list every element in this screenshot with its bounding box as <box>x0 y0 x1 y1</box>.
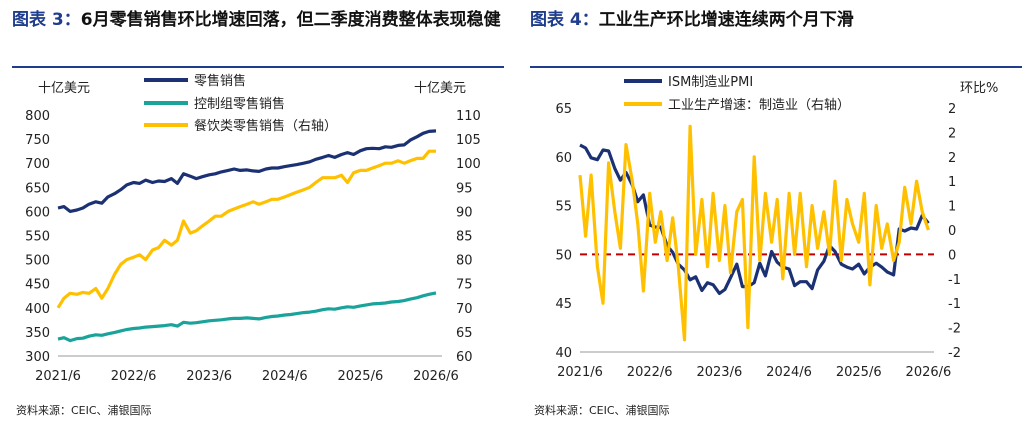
right-axis-unit: 十亿美元 <box>414 81 466 96</box>
y-right-tick-label: 1 <box>948 175 956 190</box>
y-left-tick-label: 300 <box>25 350 50 365</box>
y-left-tick-label: 45 <box>555 297 572 312</box>
x-tick-label: 2023/6 <box>696 365 742 380</box>
legend-label: 零售销售 <box>194 73 246 89</box>
title-text: 6月零售销售环比增速回落，但二季度消费整体表现稳健 <box>80 10 501 30</box>
x-tick-label: 2025/6 <box>337 369 383 384</box>
y-left-tick-label: 40 <box>555 346 572 361</box>
y-right-tick-label: -1 <box>948 273 961 288</box>
y-right-tick-label: 100 <box>456 157 481 172</box>
y-right-tick-label: -2 <box>948 346 961 361</box>
x-tick-label: 2022/6 <box>111 369 157 384</box>
x-tick-label: 2025/6 <box>836 365 882 380</box>
y-right-tick-label: 90 <box>456 205 473 220</box>
y-right-tick-label: 80 <box>456 254 473 269</box>
industrial-chart: 环比% 40 45 50 55 60 65 -2 -2 -1 -1 0 0 1 1 2 2 2 2021/6 2022… <box>555 75 998 380</box>
y-right-tick-label: 2 <box>948 102 956 117</box>
y-left-tick-label: 50 <box>555 248 572 263</box>
right-axis-unit: 环比% <box>960 81 998 96</box>
y-left-tick-label: 65 <box>555 102 572 117</box>
y-right-tick-label: 1 <box>948 200 956 215</box>
y-right-tick-label: 70 <box>456 302 473 317</box>
y-left-tick-label: 350 <box>25 326 50 341</box>
y-left-tick-label: 400 <box>25 302 50 317</box>
retail-chart: 十亿美元 十亿美元 300 350 400 450 500 550 600 650 700 750 80… <box>25 73 481 384</box>
chart-title: 图表 4：工业生产环比增速连续两个月下滑 <box>530 6 1020 34</box>
figure-label: 图表 3： <box>12 10 81 30</box>
y-right-tick-label: 75 <box>456 278 473 293</box>
series-line-2 <box>578 124 930 342</box>
y-left-tick-label: 750 <box>25 133 50 148</box>
series-line-2 <box>57 291 437 343</box>
y-right-tick-label: 2 <box>948 151 956 166</box>
y-right-tick-label: 65 <box>456 326 473 341</box>
title-rule <box>530 66 1022 68</box>
chart-title: 图表 3：6月零售销售环比增速回落，但二季度消费整体表现稳健 <box>12 6 502 34</box>
y-left-tick-label: 600 <box>25 205 50 220</box>
source-note: 资料来源：CEIC、浦银国际 <box>16 404 152 417</box>
source-note: 资料来源：CEIC、浦银国际 <box>534 404 670 417</box>
y-right-tick-label: -1 <box>948 297 961 312</box>
y-right-tick-label: 60 <box>456 350 473 365</box>
x-tick-label: 2021/6 <box>35 369 81 384</box>
y-left-tick-label: 450 <box>25 278 50 293</box>
y-right-tick-label: 85 <box>456 230 473 245</box>
series-line-1 <box>57 129 437 213</box>
y-left-tick-label: 800 <box>25 109 50 124</box>
y-left-tick-label: 500 <box>25 254 50 269</box>
legend-label: 工业生产增速：制造业（右轴） <box>668 98 850 113</box>
y-right-tick-label: -2 <box>948 322 961 337</box>
y-right-tick-label: 110 <box>456 109 481 124</box>
figure-label: 图表 4： <box>530 10 599 30</box>
y-left-tick-label: 700 <box>25 157 50 172</box>
left-axis-unit: 十亿美元 <box>38 81 90 96</box>
y-right-tick-label: 95 <box>456 181 473 196</box>
y-left-tick-label: 550 <box>25 230 50 245</box>
y-right-tick-label: 0 <box>948 224 956 239</box>
x-tick-label: 2023/6 <box>186 369 232 384</box>
x-tick-label: 2026/6 <box>906 365 952 380</box>
title-text: 工业生产环比增速连续两个月下滑 <box>598 10 854 30</box>
y-right-tick-label: 0 <box>948 248 956 263</box>
y-right-tick-label: 2 <box>948 126 956 141</box>
y-right-tick-label: 105 <box>456 133 481 148</box>
x-tick-label: 2024/6 <box>262 369 308 384</box>
x-tick-label: 2022/6 <box>627 365 673 380</box>
x-tick-label: 2021/6 <box>557 365 603 380</box>
y-left-tick-label: 55 <box>555 200 572 215</box>
title-rule <box>12 66 504 68</box>
y-left-tick-label: 650 <box>25 181 50 196</box>
series-line-3 <box>56 149 436 309</box>
chart-panel-retail: 图表 3：6月零售销售环比增速回落，但二季度消费整体表现稳健 十亿美元 十亿美元 3… <box>12 0 512 424</box>
x-tick-label: 2024/6 <box>766 365 812 380</box>
legend-label: 餐饮类零售销售（右轴） <box>194 118 337 134</box>
legend-label: ISM制造业PMI <box>668 75 753 90</box>
chart-panel-industrial: 图表 4：工业生产环比增速连续两个月下滑 环比% 40 45 50 55 60 65 -2 -2… <box>530 0 1030 424</box>
legend-label: 控制组零售销售 <box>194 96 285 112</box>
x-tick-label: 2026/6 <box>413 369 459 384</box>
y-left-tick-label: 60 <box>555 151 572 166</box>
